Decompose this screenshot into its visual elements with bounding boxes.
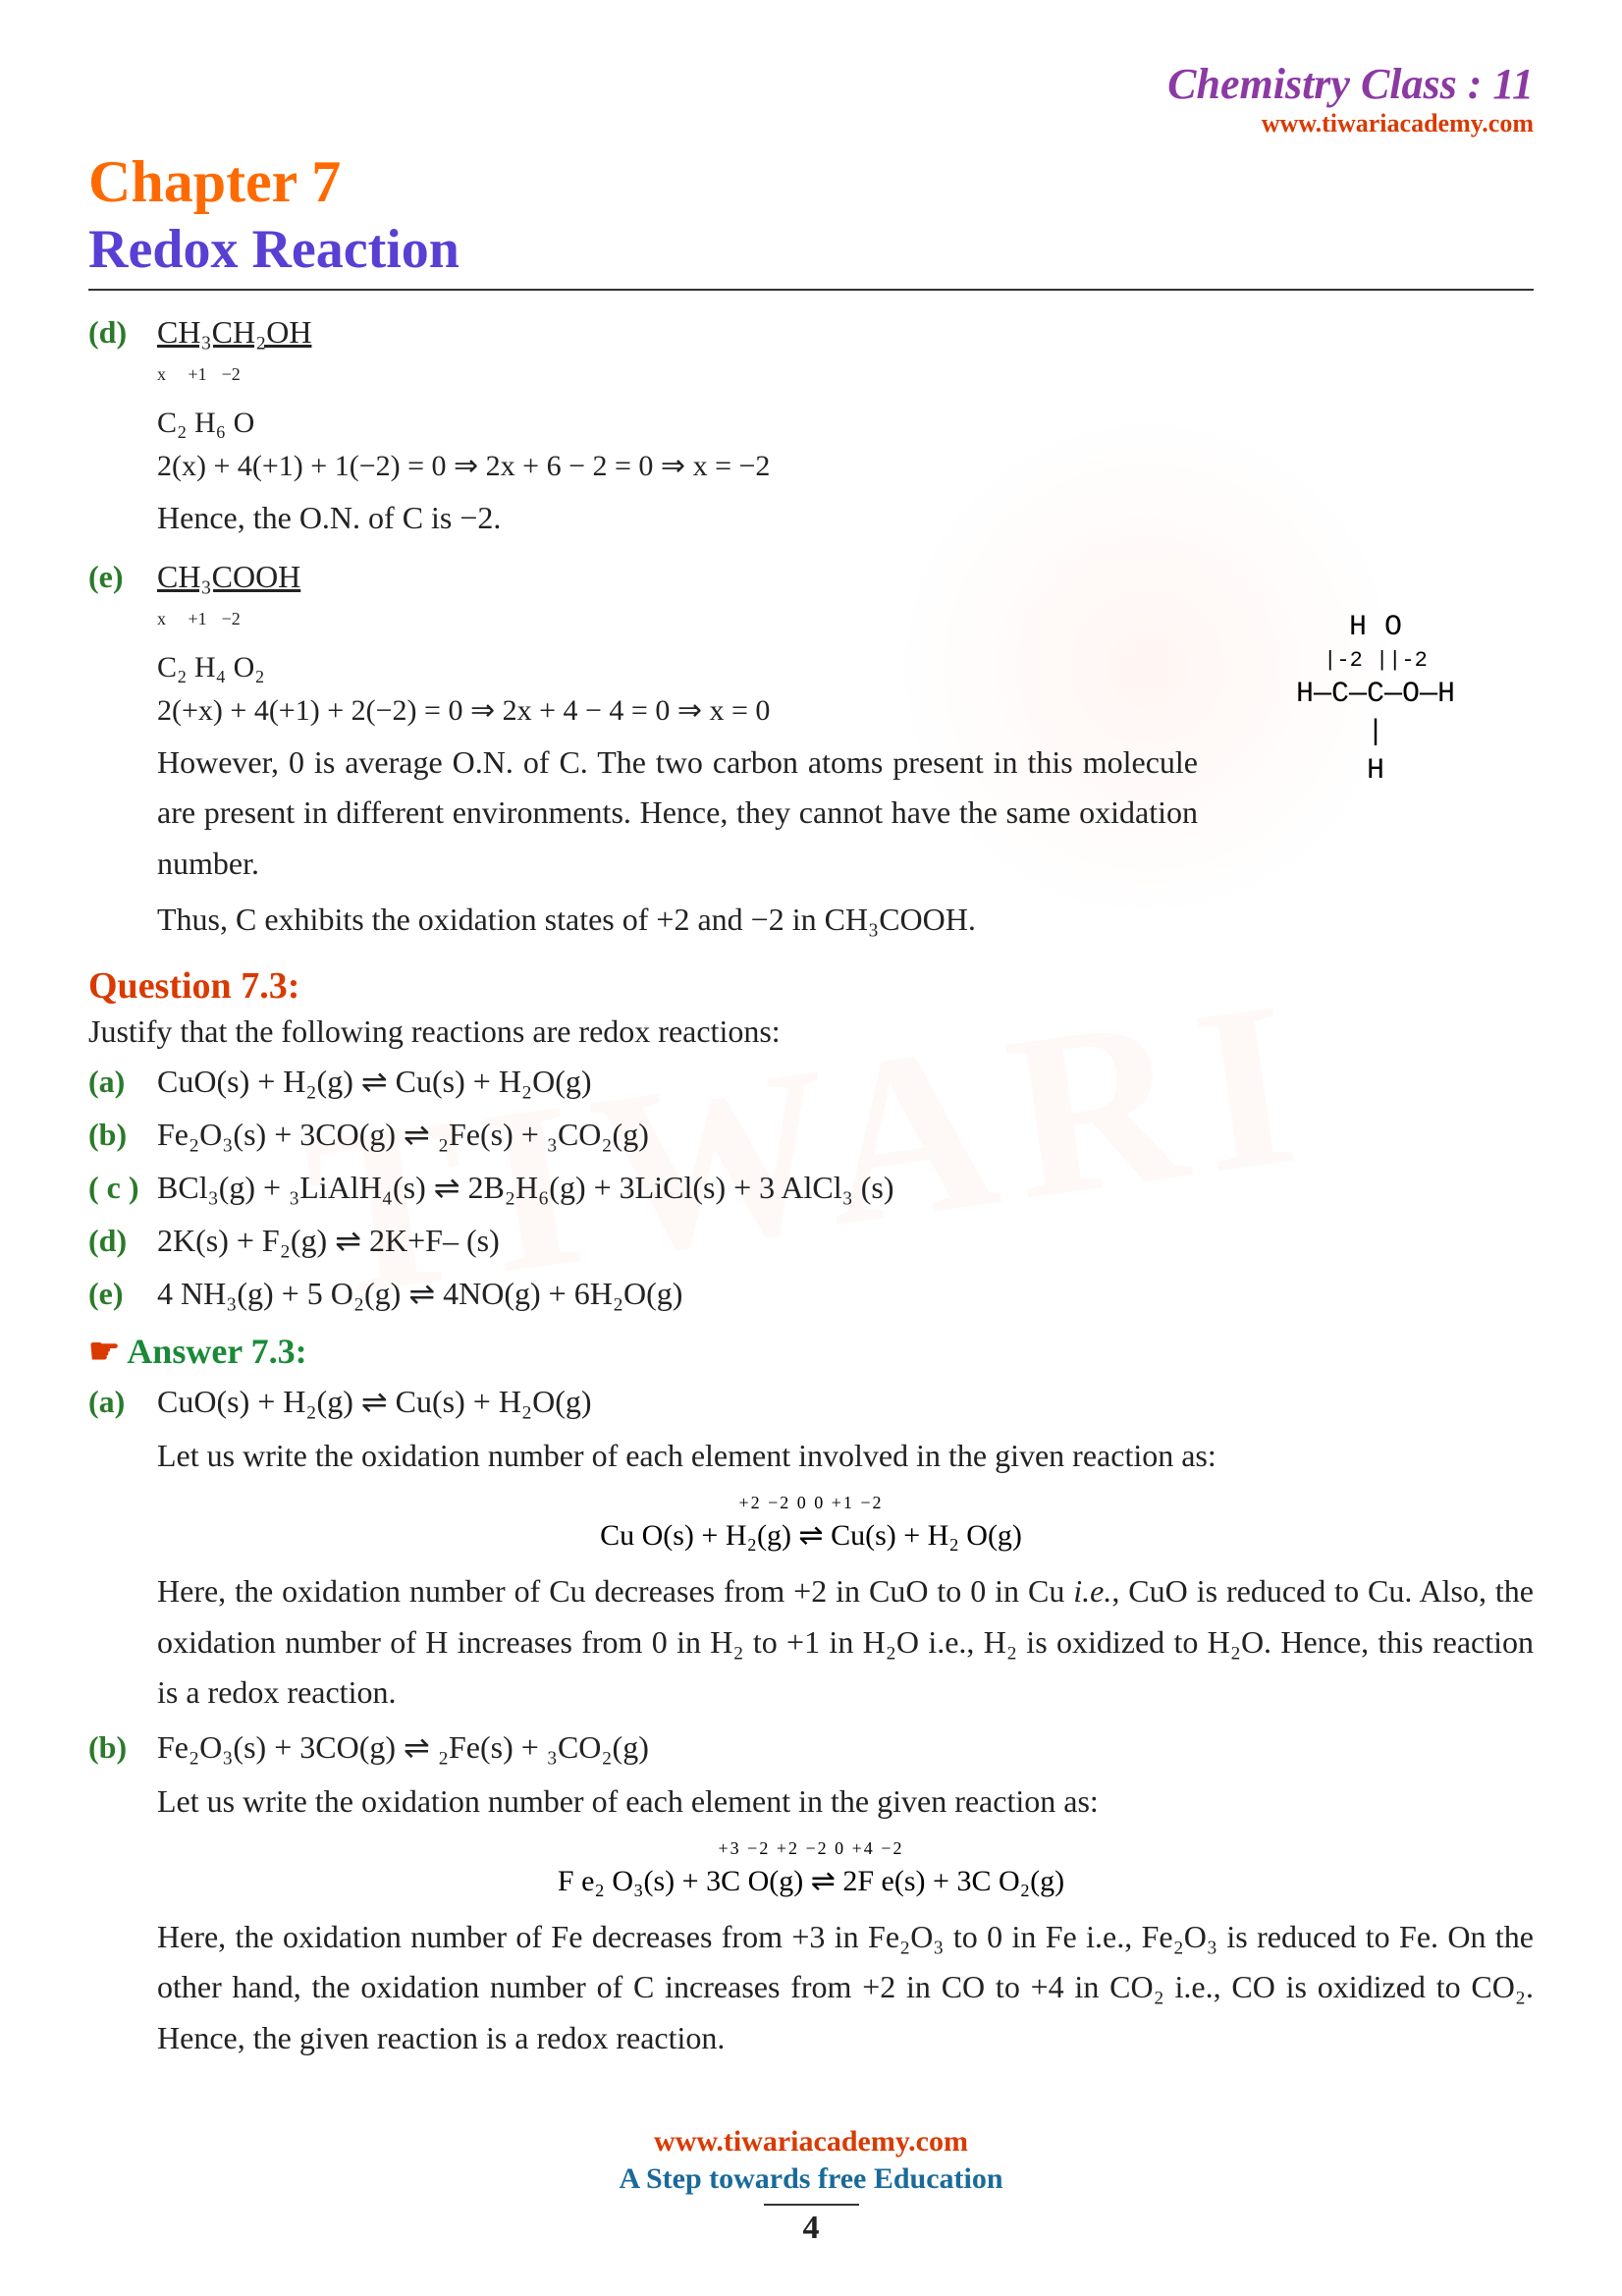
footer-site-link[interactable]: www.tiwariacademy.com [0,2125,1622,2159]
chapter-topic: Redox Reaction [88,218,1534,281]
answer-title: Answer 7.3: [88,1331,1534,1372]
page-number: 4 [764,2204,859,2247]
part-d-calc: 2(x) + 4(+1) + 1(−2) = 0 ⇒ 2x + 6 − 2 = … [157,446,1534,487]
q-item-letter: (e) [88,1270,157,1317]
ans-a-eq: CuO(s) + H₂(g) ⇌ Cu(s) + H₂O(g) [157,1378,1534,1425]
q-item-equation: 2K(s) + F₂(g) ⇌ 2K+F– (s) [157,1217,1534,1264]
q-item-letter: ( c ) [88,1164,157,1211]
part-e-para2: Thus, C exhibits the oxidation states of… [157,895,1198,945]
q-item-letter: (b) [88,1111,157,1158]
chapter-label: Chapter 7 [88,148,1534,216]
ans-a-letter: (a) [88,1378,157,1425]
q-item-letter: (a) [88,1058,157,1105]
ans-b-eq: Fe₂O₃(s) + 3CO(g) ⇌ ₂Fe(s) + ₃CO₂(g) [157,1723,1534,1771]
part-d-formula: CH₃CH₂OH [157,314,311,350]
ans-a-lead: Let us write the oxidation number of eac… [157,1431,1534,1481]
class-title: Chemistry Class : 11 [88,59,1534,109]
ans-a-ox-eq: +2 −2 0 0 +1 −2 Cu O(s) + H₂(g) ⇌ Cu(s) … [88,1491,1534,1557]
question-prompt: Justify that the following reactions are… [88,1013,1534,1050]
footer-tagline: A Step towards free Education [0,2162,1622,2196]
q-item-equation: BCl₃(g) + ₃LiAlH₄(s) ⇌ 2B₂H₆(g) + 3LiCl(… [157,1164,1534,1211]
ans-a-expl: Here, the oxidation number of Cu decreas… [157,1566,1534,1718]
part-e-para1: However, 0 is average O.N. of C. The two… [157,738,1198,889]
title-divider [88,289,1534,291]
ans-b-ox-eq: +3 −2 +2 −2 0 +4 −2 F e₂ O₃(s) + 3C O(g)… [88,1836,1534,1902]
acetic-acid-structure: H O |-2 ||-2 H—C—C—O—H | H [1296,609,1455,791]
q-item-letter: (d) [88,1217,157,1264]
part-d-on-line: x +1 −2 C₂ H₆ O [157,361,1534,444]
ans-b-lead: Let us write the oxidation number of eac… [157,1777,1534,1827]
part-e-formula: CH₃COOH [157,559,300,594]
header-site-link[interactable]: www.tiwariacademy.com [88,109,1534,138]
part-d-letter: (d) [88,308,157,355]
part-e-letter: (e) [88,553,157,600]
q-item-equation: 4 NH₃(g) + 5 O₂(g) ⇌ 4NO(g) + 6H₂O(g) [157,1270,1534,1317]
ans-b-expl: Here, the oxidation number of Fe decreas… [157,1912,1534,2063]
question-title: Question 7.3: [88,964,1534,1008]
ans-b-letter: (b) [88,1723,157,1771]
part-d-result: Hence, the O.N. of C is −2. [157,493,1534,543]
q-item-equation: Fe₂O₃(s) + 3CO(g) ⇌ ₂Fe(s) + ₃CO₂(g) [157,1111,1534,1158]
q-item-equation: CuO(s) + H₂(g) ⇌ Cu(s) + H₂O(g) [157,1058,1534,1105]
page-footer: www.tiwariacademy.com A Step towards fre… [0,2125,1622,2247]
